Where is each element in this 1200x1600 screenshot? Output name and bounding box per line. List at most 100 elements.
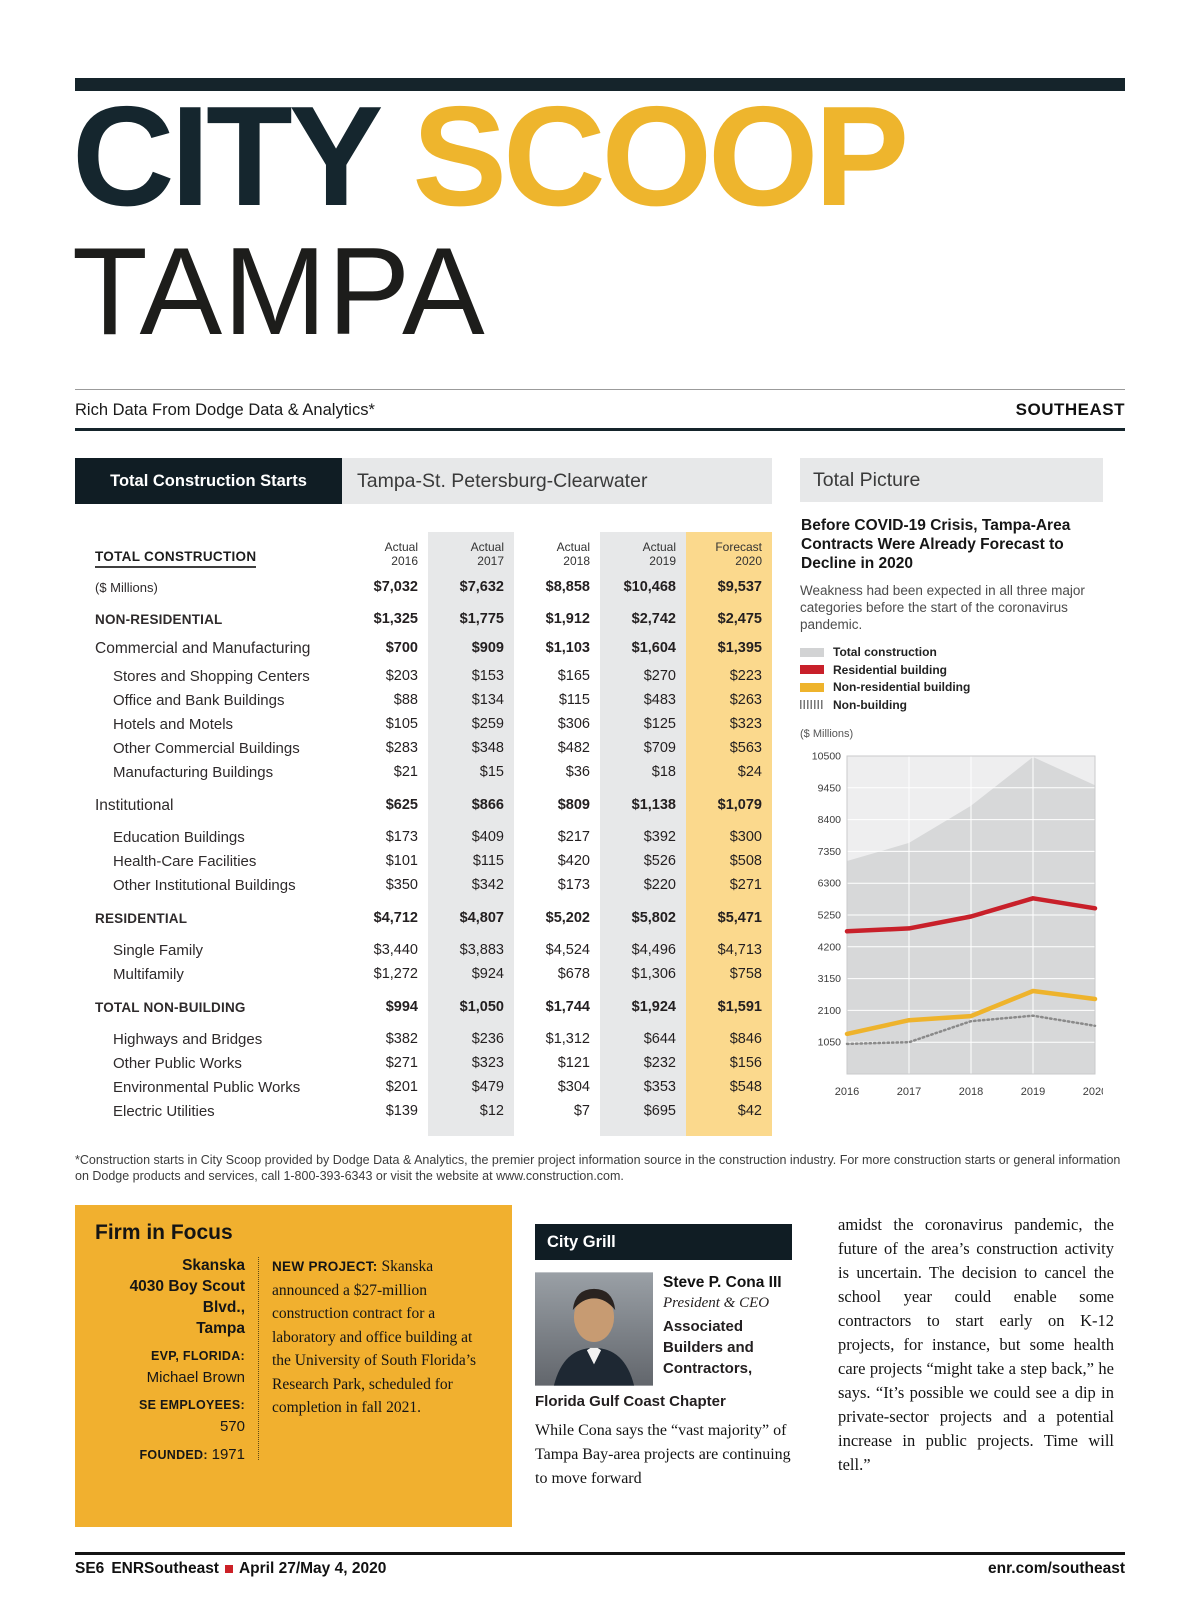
cell-value: $5,471 (686, 897, 772, 930)
row-label: Stores and Shopping Centers (113, 668, 310, 685)
legend-label: Non-residential building (833, 680, 971, 694)
issue-date: April 27/May 4, 2020 (238, 1560, 387, 1577)
firm-fact: SE EMPLOYEES: (138, 1398, 245, 1412)
cell-value: $5,202 (545, 909, 590, 926)
table-row: Highways and Bridges $382 $236 $1,312 $644 $8… (75, 1019, 772, 1052)
cell-value: $7 (573, 1103, 590, 1119)
cell-value: $4,713 (686, 930, 772, 963)
svg-text:8400: 8400 (818, 814, 842, 826)
firm-fact: Blvd., (202, 1299, 245, 1316)
cell-value: $483 (600, 688, 686, 713)
footer-left: SE6 ENR Southeast April 27/May 4, 2020 (75, 1560, 386, 1578)
cell-value: $392 (600, 817, 686, 850)
cell-value: $271 (385, 1055, 418, 1071)
table-row: NON-RESIDENTIAL $1,325 $1,775 $1,912 $2,742 $… (75, 599, 772, 632)
table-row: Other Commercial Buildings $283 $348 $482 $7… (75, 736, 772, 761)
cell-value: $1,395 (686, 631, 772, 660)
spacer-cell (75, 1124, 342, 1136)
person-title: President & CEO (663, 1295, 770, 1311)
cell-value: $304 (557, 1079, 590, 1095)
table-row: Other Public Works $271 $323 $121 $232 $156 (75, 1051, 772, 1076)
masthead-top-bar (75, 78, 1125, 91)
cell-value: $125 (600, 712, 686, 737)
table-row: Hotels and Motels $105 $259 $306 $125 $323 (75, 712, 772, 737)
legend-label: Total construction (833, 645, 937, 659)
spacer-cell (428, 1123, 514, 1136)
row-label: Single Family (113, 942, 204, 959)
cell-value: $263 (686, 688, 772, 713)
table-row: RESIDENTIAL $4,712 $4,807 $5,202 $5,802 $5,47… (75, 897, 772, 930)
table-row: Institutional $625 $866 $809 $1,138 $1,079 (75, 784, 772, 817)
cell-value: $526 (600, 849, 686, 874)
row-label: Other Institutional Buildings (113, 877, 296, 894)
svg-text:2020: 2020 (1083, 1086, 1103, 1098)
table-header: Total Construction Starts Tampa-St. Pete… (75, 458, 772, 504)
footer: SE6 ENR Southeast April 27/May 4, 2020 e… (75, 1560, 1125, 1578)
cell-value: $1,325 (373, 611, 418, 627)
table-row: Stores and Shopping Centers $203 $153 $165 $… (75, 660, 772, 689)
row-label: Multifamily (113, 966, 184, 983)
cell-value: $709 (600, 736, 686, 761)
firm-fact: Michael Brown (146, 1369, 245, 1386)
cell-value: $156 (686, 1051, 772, 1076)
cell-value: $18 (600, 760, 686, 785)
cell-value: $508 (686, 849, 772, 874)
cell-value: $270 (600, 660, 686, 689)
col-header-2019: Actual 2019 (600, 532, 686, 575)
cell-value: $232 (600, 1051, 686, 1076)
city-grill-top: Steve P. Cona III President & CEO Associ… (535, 1272, 807, 1386)
footer-url-link[interactable]: enr.com/southeast (988, 1560, 1125, 1577)
table-row: Multifamily $1,272 $924 $678 $1,306 $758 (75, 962, 772, 987)
cell-value: $644 (600, 1019, 686, 1052)
cell-value: $5,802 (600, 897, 686, 930)
svg-text:2100: 2100 (818, 1004, 842, 1016)
row-label: Commercial and Manufacturing (95, 639, 311, 657)
title-city: CITY (72, 77, 381, 236)
cell-value: $88 (393, 692, 418, 708)
cell-value: $1,079 (686, 784, 772, 817)
cell-value: $1,050 (428, 986, 514, 1019)
table-row: Education Buildings $173 $409 $217 $392 $300 (75, 817, 772, 850)
footer-rule (75, 1552, 1125, 1555)
svg-text:2019: 2019 (1021, 1086, 1045, 1098)
table-row: Single Family $3,440 $3,883 $4,524 $4,496 $4,… (75, 930, 772, 963)
row-label: TOTAL NON-BUILDING (95, 999, 246, 1015)
table-title-box: Total Construction Starts (75, 458, 342, 504)
article-continuation-column: amidst the coronavirus pandemic, the fut… (838, 1215, 1114, 1474)
new-project-label: NEW PROJECT: (272, 1259, 378, 1274)
brand-enr: ENR (111, 1560, 145, 1577)
table-band-spacer (75, 1123, 772, 1136)
page-subtitle-tampa: TAMPA (72, 223, 486, 361)
cell-value: $165 (557, 668, 590, 684)
cell-value: $548 (686, 1075, 772, 1100)
legend-swatch (800, 665, 824, 674)
legend-item: Residential building (800, 663, 1103, 677)
cell-value: $115 (428, 849, 514, 874)
row-label: Environmental Public Works (113, 1079, 301, 1096)
cell-value: $924 (428, 962, 514, 987)
cell-value: $7,032 (373, 578, 418, 595)
page-title: CITY SCOOP (72, 86, 909, 228)
cell-value: $866 (428, 784, 514, 817)
svg-text:1050: 1050 (818, 1036, 842, 1048)
meta-row: Rich Data From Dodge Data & Analytics* S… (75, 396, 1125, 424)
firm-facts: Skanska 4030 Boy Scout Blvd., Tampa EVP, FLO… (93, 1255, 245, 1466)
svg-text:5250: 5250 (818, 909, 842, 921)
legend-label: Non-building (833, 697, 907, 712)
cell-value: $4,524 (545, 942, 590, 958)
cell-value: $217 (557, 829, 590, 845)
cell-value: $409 (428, 817, 514, 850)
cell-value: $3,440 (373, 942, 418, 958)
brand-southeast: Southeast (144, 1560, 219, 1577)
row-label: Other Commercial Buildings (113, 740, 300, 757)
chart-units-label: ($ Millions) (800, 727, 854, 740)
cell-value: $10,468 (600, 575, 686, 599)
firm-fact: Skanska (182, 1257, 245, 1274)
cell-value: $482 (557, 740, 590, 756)
firm-fact: Tampa (196, 1320, 245, 1337)
svg-text:6300: 6300 (818, 877, 842, 889)
cell-value: $201 (385, 1079, 418, 1095)
cell-value: $220 (600, 873, 686, 898)
cell-value: $695 (600, 1099, 686, 1124)
cell-value: $563 (686, 736, 772, 761)
